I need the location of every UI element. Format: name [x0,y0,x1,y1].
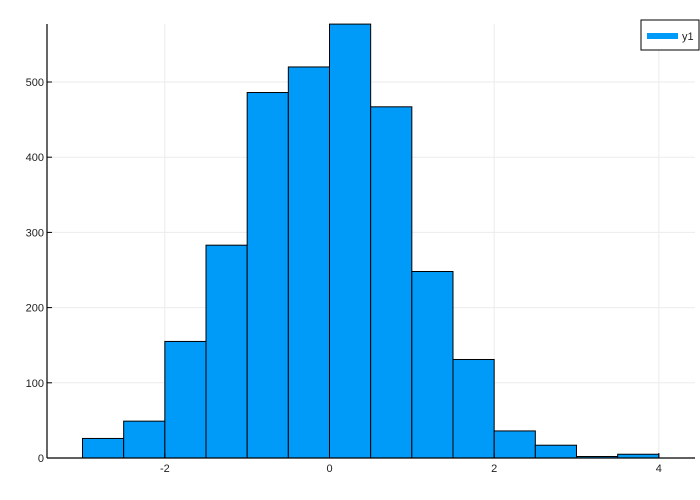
histogram-bar [329,23,372,459]
legend-swatch-y1 [647,33,678,39]
x-tick-label: 0 [326,463,332,475]
histogram-bars [82,23,660,459]
histogram-bar [493,430,536,459]
histogram-bar [205,244,248,459]
y-tick-label: 0 [38,453,44,465]
legend-label-y1: y1 [682,31,694,43]
axes [46,24,695,459]
histogram-bar [287,66,331,459]
x-axis-ticks: -2 0 2 4 [160,453,662,475]
y-tick-label: 100 [26,378,44,390]
histogram-bar [164,340,207,459]
x-tick-label: 2 [491,463,497,475]
histogram-bar [370,106,413,459]
histogram-bar [534,444,577,459]
histogram-bar [411,271,454,459]
y-tick-label: 300 [26,227,44,239]
y-tick-label: 400 [26,152,44,164]
histogram-bar [82,437,125,459]
histogram-bar [123,420,166,459]
y-axis-ticks: 0 100 200 300 400 500 [26,77,52,465]
histogram-bar [452,358,495,459]
x-tick-label: -2 [160,463,170,475]
y-tick-label: 200 [26,303,44,315]
legend: y1 [640,19,700,51]
x-tick-label: 4 [656,463,662,475]
histogram-bar [246,92,289,459]
y-tick-label: 500 [26,77,44,89]
